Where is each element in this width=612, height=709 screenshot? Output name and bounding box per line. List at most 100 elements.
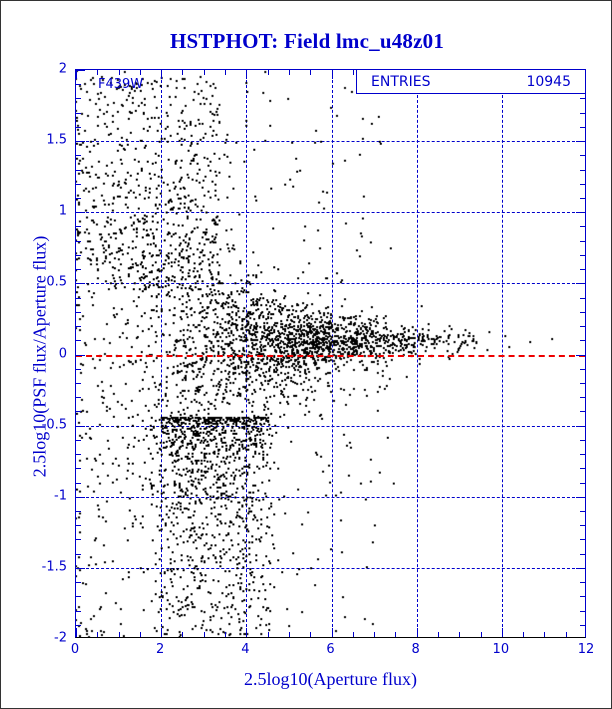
stats-entries-value: 10945 [526,73,571,90]
y-tick-minor [76,482,81,484]
y-tick-right-minor [580,624,585,626]
y-tick-minor [76,326,81,328]
y-tick-right-minor [580,539,585,541]
x-tick-top-minor [203,70,205,75]
x-tick-major [246,628,248,637]
y-tick-label: -1 [54,488,67,504]
y-tick-right-major [576,141,585,143]
x-tick-top-minor [352,70,354,75]
y-tick-minor [76,525,81,527]
x-tick-label: 4 [241,642,250,657]
x-tick-top-minor [288,70,290,75]
y-tick-right-minor [580,439,585,441]
y-tick-minor [76,582,81,584]
y-tick-right-minor [580,254,585,256]
stats-entries-label: ENTRIES [371,73,431,90]
y-tick-minor [76,155,81,157]
x-tick-top-minor [118,70,120,75]
y-tick-minor [76,254,81,256]
y-tick-minor [76,553,81,555]
x-tick-minor [310,632,312,637]
y-tick-major [76,141,85,143]
y-tick-label: 0.5 [46,274,67,290]
y-tick-major [76,283,85,285]
y-tick-right-minor [580,368,585,370]
x-tick-minor [459,632,461,637]
y-tick-minor [76,112,81,114]
x-tick-minor [267,632,269,637]
y-tick-minor [76,311,81,313]
y-tick-right-minor [580,183,585,185]
x-tick-major [331,628,333,637]
y-tick-minor [76,297,81,299]
y-tick-major [76,425,85,427]
y-tick-minor [76,183,81,185]
y-tick-right-major [576,567,585,569]
y-tick-right-minor [580,525,585,527]
scatter-plot-area: F439W [75,69,586,638]
y-tick-major [76,212,85,214]
y-tick-minor [76,98,81,100]
y-tick-major [76,496,85,498]
y-tick-right-minor [580,411,585,413]
x-tick-minor [118,632,120,637]
y-tick-label: 0 [58,346,67,361]
x-tick-minor [182,632,184,637]
y-tick-right-minor [580,112,585,114]
y-tick-right-major [576,496,585,498]
y-tick-right-minor [580,382,585,384]
x-tick-minor [544,632,546,637]
y-tick-minor [76,226,81,228]
y-tick-minor [76,340,81,342]
y-tick-right-minor [580,596,585,598]
y-tick-label: 1 [58,203,67,219]
x-tick-top-minor [225,70,227,75]
x-tick-top-minor [139,70,141,75]
page-title: HSTPHOT: Field lmc_u48z01 [169,29,445,53]
y-tick-right-minor [580,397,585,399]
x-axis-title: 2.5log10(Aperture flux) [244,669,417,689]
y-tick-minor [76,269,81,271]
x-tick-top-minor [97,70,99,75]
x-tick-label: 6 [326,642,335,657]
x-tick-top-major [161,70,163,79]
x-tick-top-minor [310,70,312,75]
y-tick-minor [76,510,81,512]
y-tick-right-minor [580,482,585,484]
y-tick-right-minor [580,454,585,456]
y-tick-right-minor [580,155,585,157]
x-tick-minor [523,632,525,637]
y-tick-minor [76,468,81,470]
scatter-points [76,70,585,637]
x-tick-minor [225,632,227,637]
y-tick-minor [76,439,81,441]
y-tick-minor [76,126,81,128]
y-tick-right-minor [580,269,585,271]
x-tick-label: 10 [492,642,510,657]
y-tick-major [76,354,85,356]
y-tick-right-minor [580,510,585,512]
y-tick-right-minor [580,610,585,612]
y-tick-right-minor [580,126,585,128]
y-tick-major [76,567,85,569]
y-tick-right-major [576,283,585,285]
x-tick-label: 12 [577,642,595,657]
x-tick-minor [288,632,290,637]
y-tick-minor [76,397,81,399]
x-tick-minor [203,632,205,637]
x-tick-minor [565,632,567,637]
y-tick-minor [76,596,81,598]
x-tick-minor [352,632,354,637]
y-tick-minor [76,382,81,384]
zero-reference-line [76,70,585,637]
y-tick-right-minor [580,326,585,328]
y-tick-minor [76,169,81,171]
x-tick-top-major [76,70,77,79]
y-tick-right-minor [580,468,585,470]
y-tick-right-minor [580,226,585,228]
x-tick-top-major [246,70,248,79]
y-tick-right-minor [580,340,585,342]
filter-label: F439W [98,77,144,92]
x-tick-label: 2 [156,642,165,657]
